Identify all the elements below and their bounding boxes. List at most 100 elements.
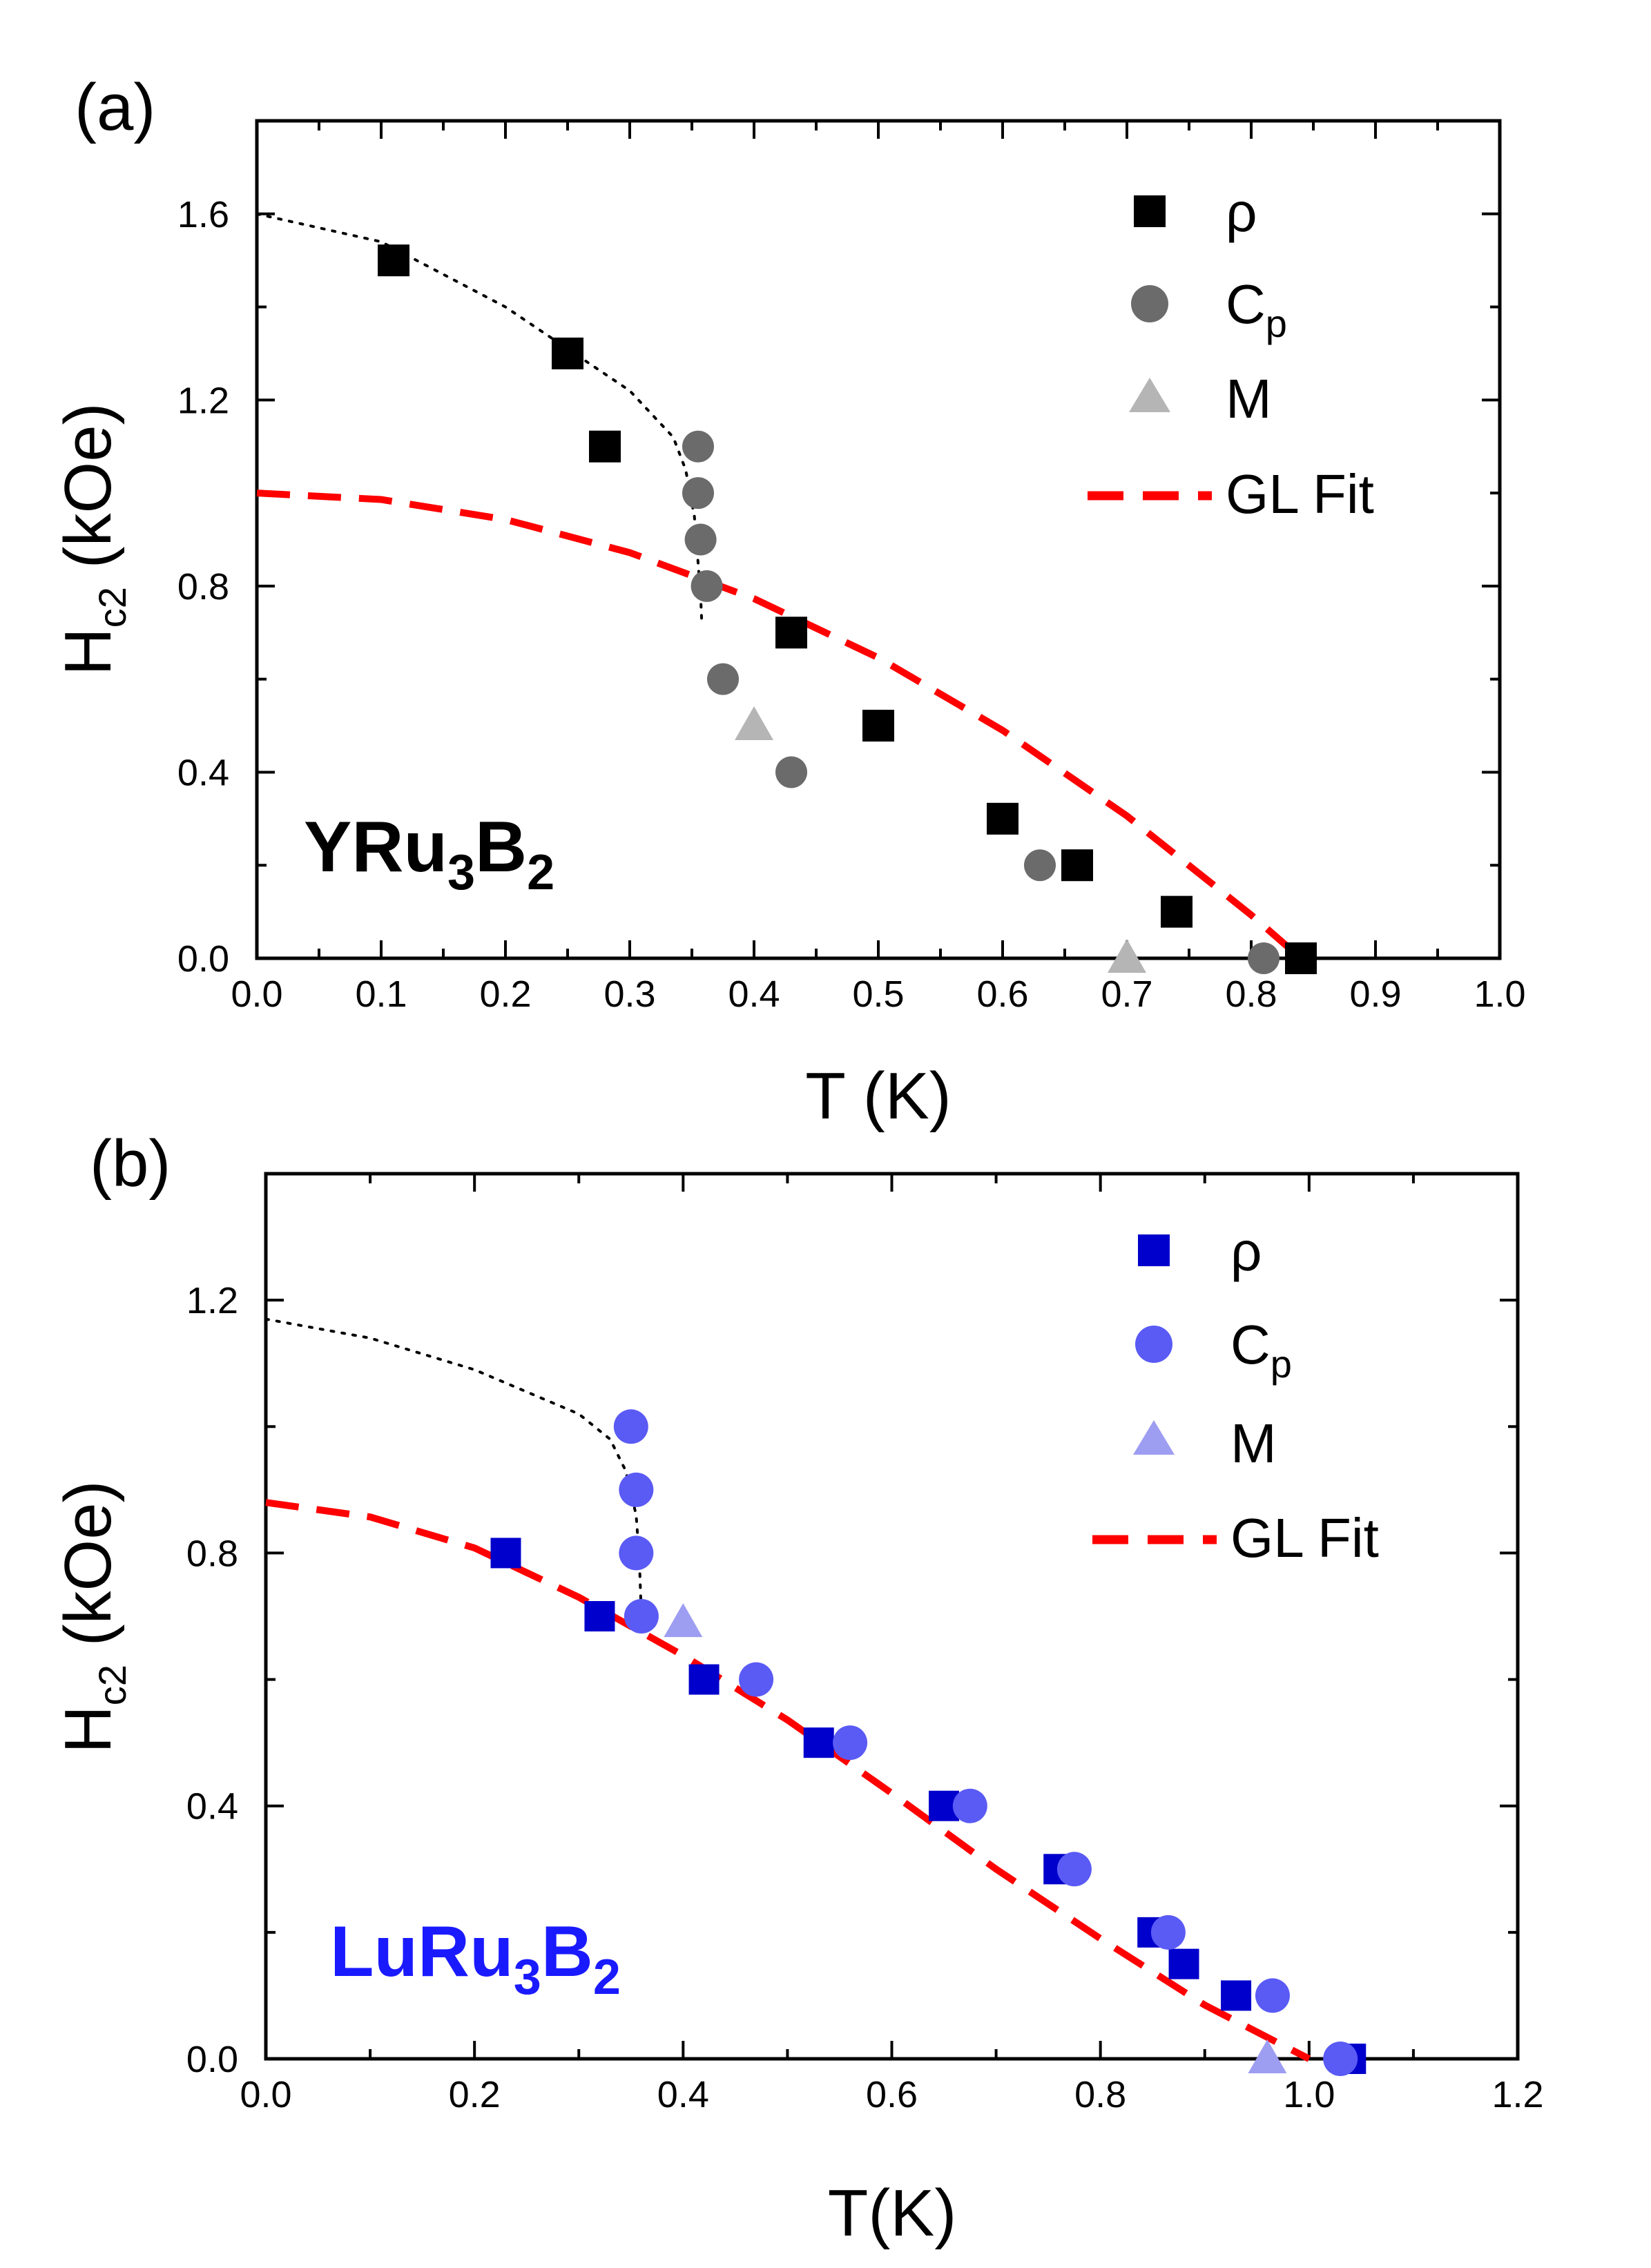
panel-a: (a) 0.0 0.1 0.2 0.3 0.4 0.5 0.6 0.7 0.8 0.9 1.0 0.… xyxy=(51,70,1526,1133)
m-point xyxy=(735,706,773,741)
x-tick-label: 0.6 xyxy=(866,2074,918,2115)
panel-b-y-axis-title: Hc2 (kOe) xyxy=(51,1480,134,1753)
y-tick-label: 0.0 xyxy=(177,938,229,980)
y-tick-label: 0.4 xyxy=(186,1786,238,1828)
cp-point xyxy=(775,756,807,788)
cp-point xyxy=(952,1788,987,1823)
gl-fit-line xyxy=(265,1499,1311,2062)
legend-a-gl-fit-label: GL Fit xyxy=(1226,463,1374,525)
cp-point xyxy=(624,1599,659,1634)
panel-b-material-main: LuRu xyxy=(330,1912,514,1992)
panel-b-material-sub1: 3 xyxy=(514,1950,541,2005)
x-tick-label: 0.2 xyxy=(449,2074,501,2115)
cp-point xyxy=(682,477,714,510)
y-tick-label: 1.6 xyxy=(177,194,229,235)
gl-fit-line xyxy=(256,490,1304,961)
panel-a-material-sub1: 3 xyxy=(447,845,475,900)
cp-point xyxy=(684,523,717,556)
cp-point xyxy=(833,1725,868,1761)
cp-point xyxy=(691,570,723,602)
guide-dotted-line xyxy=(264,1317,643,1618)
cp-point xyxy=(1248,942,1280,974)
cp-point xyxy=(1024,849,1056,882)
y-tick-label: 0.4 xyxy=(177,752,229,793)
x-tick-label: 0.9 xyxy=(1349,973,1401,1015)
x-tick-label: 0.4 xyxy=(728,973,780,1015)
rho-point xyxy=(803,1727,834,1758)
legend-a-cp-label: Cp xyxy=(1226,273,1287,345)
panel-a-label: (a) xyxy=(75,70,155,144)
legend-b-cp-label: Cp xyxy=(1230,1314,1292,1386)
legend-a-cp-marker xyxy=(1131,285,1168,322)
cp-point xyxy=(1323,2042,1358,2076)
cp-point xyxy=(1150,1915,1186,1950)
panel-a-x-axis-title: T (K) xyxy=(805,1059,952,1133)
m-point xyxy=(1248,2039,1287,2073)
y-tick-label: 1.2 xyxy=(177,380,229,421)
cp-point xyxy=(1056,1852,1092,1887)
x-tick-label: 1.2 xyxy=(1491,2074,1543,2115)
x-tick-label: 0.8 xyxy=(1225,973,1277,1015)
cp-point xyxy=(619,1535,654,1571)
panel-b-legend: ρ Cp M GL Fit xyxy=(1092,1221,1379,1569)
cp-point xyxy=(707,663,739,695)
rho-point xyxy=(378,244,409,277)
y-tick-label: 0.0 xyxy=(186,2039,238,2080)
rho-point xyxy=(862,710,894,742)
rho-point xyxy=(1221,1980,1252,2011)
panel-b-y-title-rest: (kOe) xyxy=(51,1480,125,1665)
x-tick-label: 0.0 xyxy=(240,2074,291,2115)
legend-b-rho-label: ρ xyxy=(1230,1221,1262,1282)
rho-point xyxy=(987,802,1018,835)
rho-point xyxy=(688,1664,720,1695)
panel-b-markers xyxy=(490,1409,1367,2076)
panel-b-x-tick-labels: 0.0 0.2 0.4 0.6 0.8 1.0 1.2 xyxy=(240,2074,1543,2115)
panel-b-label: (b) xyxy=(90,1127,171,1201)
m-point xyxy=(1108,939,1146,973)
x-tick-label: 1.0 xyxy=(1474,973,1525,1015)
x-tick-label: 1.0 xyxy=(1283,2074,1335,2115)
rho-point xyxy=(1161,895,1193,928)
panel-a-material-main: YRu xyxy=(304,807,447,887)
panel-a-x-tick-labels: 0.0 0.1 0.2 0.3 0.4 0.5 0.6 0.7 0.8 0.9 1.0 xyxy=(231,973,1525,1015)
y-tick-label: 0.8 xyxy=(186,1533,238,1574)
panel-b-y-tick-labels: 0.0 0.4 0.8 1.2 xyxy=(186,1280,238,2080)
rho-point xyxy=(1061,849,1093,882)
y-tick-label: 0.8 xyxy=(177,566,229,608)
cp-point xyxy=(1255,1978,1290,2013)
rho-point xyxy=(775,617,807,649)
x-tick-label: 0.1 xyxy=(355,973,407,1015)
m-point xyxy=(664,1603,703,1638)
panel-b-y-title-sub: c2 xyxy=(90,1665,134,1705)
x-tick-label: 0.0 xyxy=(231,973,282,1015)
cp-point xyxy=(619,1472,654,1507)
legend-a-rho-marker xyxy=(1134,195,1166,227)
rho-point xyxy=(490,1538,521,1569)
rho-point xyxy=(589,430,621,463)
cp-point xyxy=(613,1409,648,1444)
cp-point xyxy=(739,1662,774,1697)
legend-a-rho-label: ρ xyxy=(1226,182,1257,243)
panel-b-ticks xyxy=(264,1172,1519,2060)
panel-b-y-title-main: H xyxy=(51,1705,125,1753)
panel-b-material-sub2: 2 xyxy=(593,1950,621,2005)
x-tick-label: 0.2 xyxy=(479,973,531,1015)
legend-b-gl-fit-label: GL Fit xyxy=(1230,1507,1379,1569)
legend-a-m-marker xyxy=(1129,378,1170,412)
x-tick-label: 0.4 xyxy=(657,2074,709,2115)
x-tick-label: 0.8 xyxy=(1074,2074,1126,2115)
panel-a-y-title-main: H xyxy=(51,628,125,675)
panel-a-markers xyxy=(378,244,1317,974)
x-tick-label: 0.6 xyxy=(976,973,1028,1015)
panel-a-material-mid: B xyxy=(475,807,527,887)
rho-point xyxy=(1285,942,1317,974)
panel-b-x-axis-title: T(K) xyxy=(828,2176,957,2250)
legend-a-m-label: M xyxy=(1226,368,1272,429)
panel-b: (b) 0.0 0.2 0.4 0.6 0.8 1.0 1.2 0.0 0.4 0.8 1.2 T… xyxy=(51,1127,1544,2250)
panel-a-material-label: YRu3B2 xyxy=(304,807,554,900)
panel-a-ticks xyxy=(255,119,1501,960)
panel-a-y-tick-labels: 0.0 0.4 0.8 1.2 1.6 xyxy=(177,194,229,980)
guide-dotted-line xyxy=(255,212,704,625)
cp-point xyxy=(682,430,714,463)
panel-a-legend: ρ Cp M GL Fit xyxy=(1088,182,1374,525)
